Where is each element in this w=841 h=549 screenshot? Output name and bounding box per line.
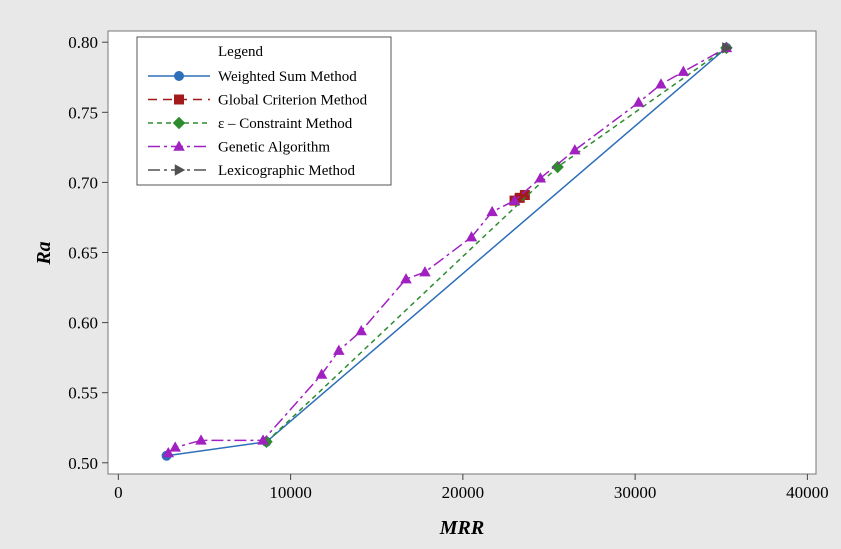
data-point: [722, 42, 733, 54]
legend-entry: Weighted Sum Method: [148, 69, 357, 85]
legend-entry: Genetic Algorithm: [148, 140, 330, 156]
x-axis-title: MRR: [439, 517, 484, 539]
data-point: [169, 441, 181, 452]
x-tick-label: 40000: [786, 483, 829, 502]
legend-marker: [174, 71, 184, 81]
x-tick-label: 20000: [442, 483, 485, 502]
series-4: [722, 42, 733, 54]
y-tick-label: 0.55: [68, 384, 98, 403]
y-tick-label: 0.60: [68, 314, 98, 333]
data-point: [315, 368, 328, 379]
x-tick-label: 0: [114, 483, 123, 502]
y-tick-label: 0.50: [68, 454, 98, 473]
data-point: [514, 192, 525, 203]
data-point: [465, 231, 478, 242]
legend-label: Genetic Algorithm: [218, 140, 330, 156]
legend-label: Global Criterion Method: [218, 93, 368, 109]
legend-box: [136, 36, 392, 186]
legend-marker: [174, 94, 184, 105]
legend-label: Lexicographic Method: [218, 163, 356, 179]
x-axis: 0 10000 20000 30000 40000: [114, 474, 829, 502]
data-point: [632, 96, 645, 107]
legend-label: Weighted Sum Method: [218, 69, 357, 85]
y-tick-label: 0.75: [68, 103, 98, 122]
data-point: [419, 266, 431, 277]
legend-marker: [172, 116, 186, 130]
data-point: [257, 434, 269, 445]
data-point: [400, 273, 412, 284]
y-tick-label: 0.65: [68, 244, 98, 263]
legend: Legend Weighted Sum Method Global Criteri…: [136, 36, 392, 186]
data-point: [486, 205, 498, 217]
legend-marker: [173, 140, 185, 151]
legend-entry: Lexicographic Method: [148, 163, 356, 179]
legend-label: ε – Constraint Method: [218, 116, 353, 132]
legend-marker: [174, 164, 186, 176]
legend-entry: ε – Constraint Method: [148, 116, 353, 132]
x-tick-label: 30000: [614, 483, 657, 502]
data-point: [519, 190, 530, 201]
legend-entry: Global Criterion Method: [148, 93, 368, 109]
x-tick-label: 10000: [269, 483, 312, 502]
y-axis-title: Ra: [33, 241, 55, 265]
series-3: [162, 41, 733, 458]
data-point: [195, 434, 207, 445]
data-point: [508, 194, 521, 205]
data-point: [569, 144, 581, 155]
data-point: [534, 172, 547, 183]
data-point: [333, 344, 345, 355]
data-point: [551, 160, 564, 174]
data-point: [677, 65, 690, 76]
legend-title: Legend: [218, 44, 263, 60]
data-point: [655, 78, 667, 89]
series-line: [167, 47, 727, 454]
y-axis: 0.50 0.55 0.60 0.65 0.70 0.75 0.80: [68, 33, 108, 473]
data-point: [355, 325, 367, 336]
y-tick-label: 0.70: [68, 173, 98, 192]
data-point: [162, 446, 175, 458]
y-tick-label: 0.80: [68, 33, 98, 52]
series-layer: [161, 41, 733, 461]
